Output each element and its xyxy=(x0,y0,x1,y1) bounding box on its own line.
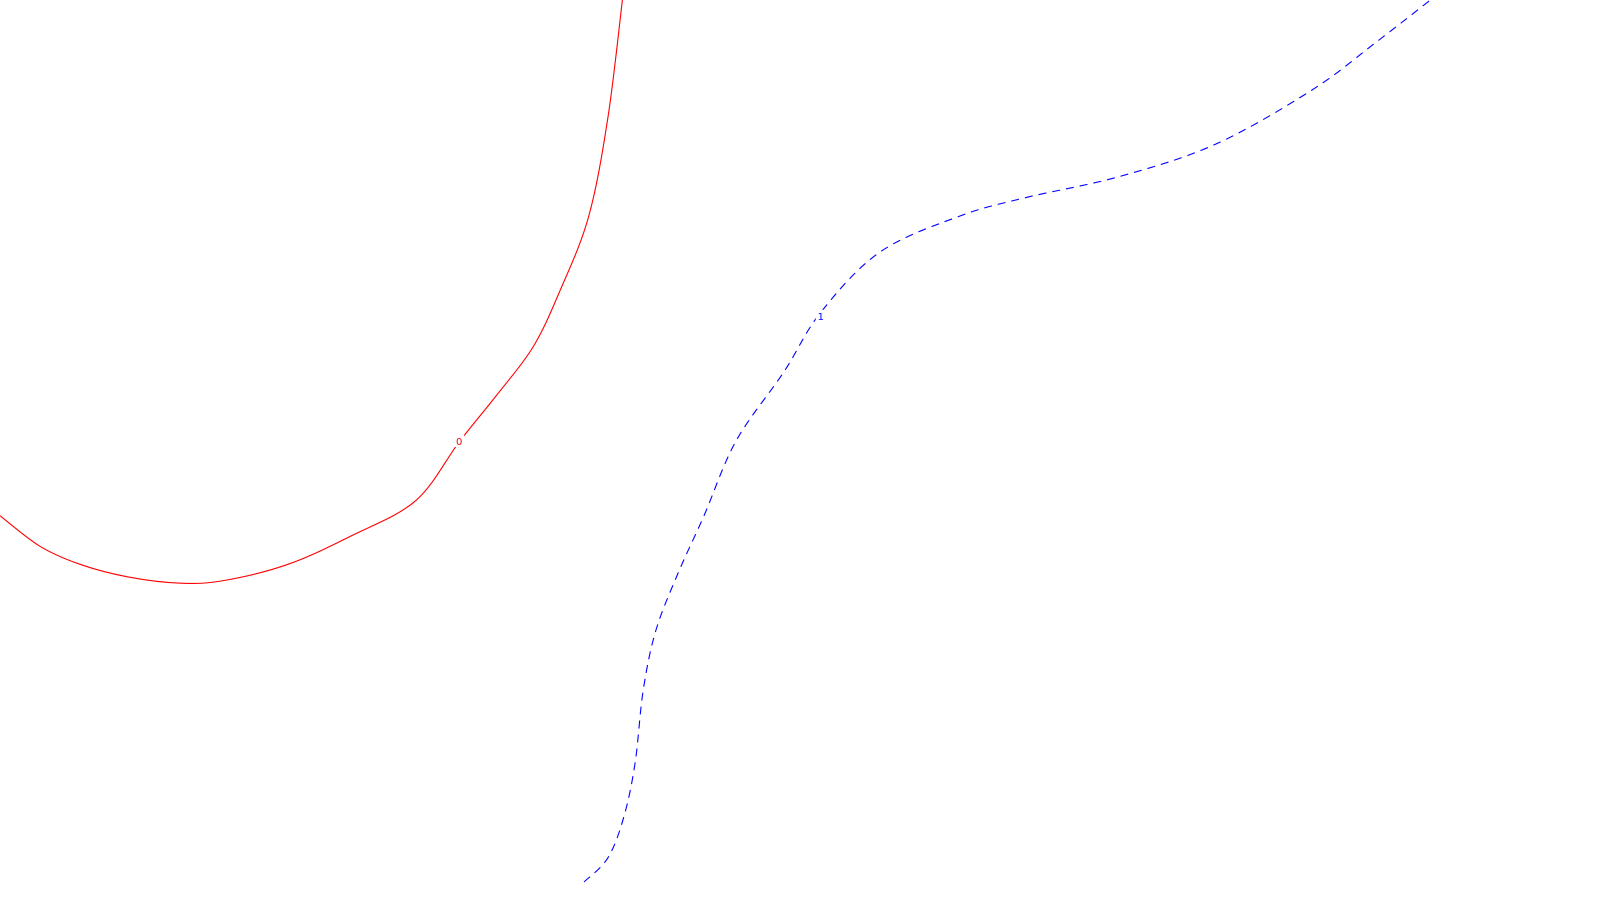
contour-lines xyxy=(0,0,1431,883)
contour-label-background xyxy=(454,434,465,447)
contour-labels: 01 xyxy=(454,309,826,448)
contour-label-1: 1 xyxy=(818,312,824,323)
contour-line-0 xyxy=(0,0,623,585)
contour-label-background xyxy=(815,309,826,322)
contour-label-0: 0 xyxy=(456,437,462,448)
contour-line-1 xyxy=(583,0,1431,883)
